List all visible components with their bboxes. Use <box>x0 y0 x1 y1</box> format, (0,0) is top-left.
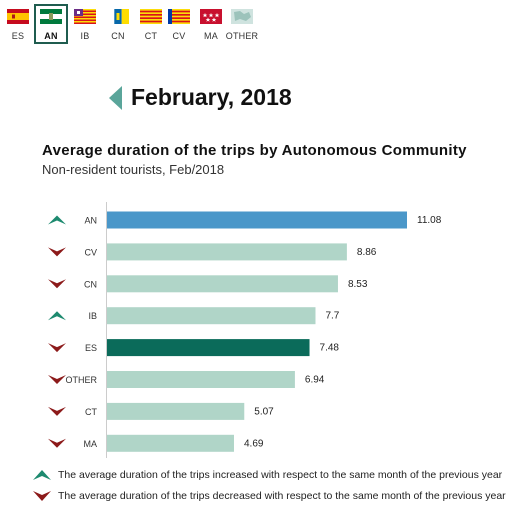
previous-month-button[interactable] <box>107 85 125 111</box>
flag-code: MA <box>204 31 218 41</box>
bar-value-label: 7.7 <box>325 311 339 322</box>
chevron-down-icon <box>48 343 66 353</box>
bar-value-label: 11.08 <box>417 215 442 226</box>
bar[interactable] <box>107 243 347 261</box>
chevron-down-icon <box>48 279 66 289</box>
catalonia-flag-icon <box>140 9 162 24</box>
bar[interactable] <box>107 371 295 388</box>
spain-flag-icon <box>7 9 29 24</box>
bar[interactable] <box>107 211 407 229</box>
chevron-down-icon <box>48 247 66 257</box>
bar-value-label: 8.86 <box>357 247 377 258</box>
bar-value-label: 6.94 <box>305 375 325 386</box>
bar-category-label: ES <box>85 343 97 353</box>
valencian-community-flag-icon <box>168 9 190 24</box>
flag-tab-cn[interactable]: CN <box>101 4 135 44</box>
chevron-down-icon <box>48 406 66 416</box>
bar-category-label: CT <box>85 407 97 417</box>
flag-code: OTHER <box>225 31 259 41</box>
bar-category-label: CV <box>84 247 97 257</box>
flag-code: CV <box>172 31 186 41</box>
flag-code: CN <box>111 31 125 41</box>
chevron-down-icon <box>48 438 66 448</box>
legend-decrease-text: The average duration of the trips decrea… <box>58 490 506 502</box>
bar-value-label: 7.48 <box>320 343 340 354</box>
flag-tab-ct[interactable]: CT <box>134 4 168 44</box>
chevron-up-icon <box>33 470 51 480</box>
flag-tab-es[interactable]: ES <box>1 4 35 44</box>
bar-value-label: 5.07 <box>254 406 274 417</box>
other-regions-icon <box>231 9 253 24</box>
chart-subtitle: Non-resident tourists, Feb/2018 <box>42 162 225 177</box>
bar-chart: AN 11.08 CV 8.86 CN 8.53 IB 7.7 ES 7.48 OTHER 6.94 C… <box>48 202 442 458</box>
flag-tab-other[interactable]: OTHER <box>225 4 259 44</box>
flag-code: ES <box>11 31 25 41</box>
balearic-islands-flag-icon <box>74 9 96 24</box>
chevron-down-icon <box>33 491 51 501</box>
andalusia-flag-icon <box>40 9 62 24</box>
bar-category-label: MA <box>84 439 98 449</box>
canary-islands-flag-icon <box>107 9 129 24</box>
chart-title: Average duration of the trips by Autonom… <box>42 142 467 159</box>
bar-category-label: OTHER <box>66 375 98 385</box>
madrid-flag-icon <box>200 9 222 24</box>
flag-code: IB <box>80 31 90 41</box>
chevron-up-icon <box>48 311 66 321</box>
region-selector: ES AN IB <box>0 4 280 44</box>
bar[interactable] <box>107 402 245 420</box>
month-title: February, 2018 <box>131 84 292 110</box>
flag-tab-ma[interactable]: MA <box>194 4 228 44</box>
bar[interactable] <box>107 275 338 293</box>
bar[interactable] <box>107 307 316 325</box>
triangle-left-icon <box>109 86 122 110</box>
chevron-down-icon <box>48 375 66 384</box>
flag-code: CT <box>144 31 158 41</box>
flag-tab-an[interactable]: AN <box>34 4 68 44</box>
bar-category-label: IB <box>88 311 97 321</box>
chevron-up-icon <box>48 215 66 225</box>
flag-tab-cv[interactable]: CV <box>162 4 196 44</box>
flag-tab-ib[interactable]: IB <box>68 4 102 44</box>
bar[interactable] <box>107 339 310 357</box>
bar-value-label: 8.53 <box>348 279 368 290</box>
bar-category-label: CN <box>84 279 97 289</box>
legend-increase-text: The average duration of the trips increa… <box>58 469 503 481</box>
bar[interactable] <box>107 434 234 452</box>
bar-category-label: AN <box>84 216 97 226</box>
bar-value-label: 4.69 <box>244 438 264 449</box>
flag-code: AN <box>44 31 58 41</box>
